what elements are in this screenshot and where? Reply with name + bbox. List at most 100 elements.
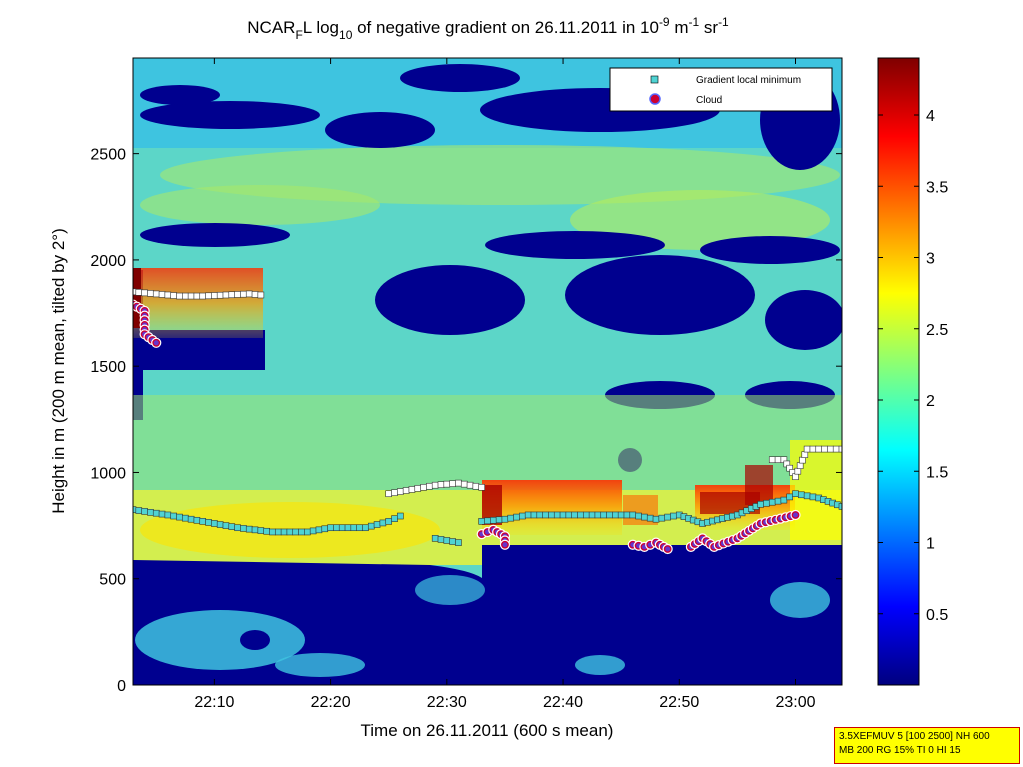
y-tick-label: 1000 — [90, 465, 126, 482]
gradient-minimum-marker — [408, 486, 416, 493]
gradient-minimum-marker — [455, 479, 462, 487]
gradient-minimum-marker — [391, 489, 398, 496]
cloud-marker-core — [665, 546, 671, 552]
y-tick-label: 500 — [99, 572, 126, 589]
gradient-minimum-marker — [612, 511, 619, 519]
legend-marker-gradient-minimum — [650, 75, 659, 84]
gradient-minimum-marker — [588, 511, 596, 519]
gradient-minimum-marker — [397, 488, 404, 495]
gradient-minimum-marker — [205, 292, 212, 300]
gradient-minimum-marker — [176, 292, 183, 300]
gradient-minimum-marker — [350, 524, 358, 532]
gradient-minimum-marker — [664, 513, 671, 521]
gradient-minimum-marker — [321, 525, 329, 533]
gradient-minimum-marker — [164, 291, 172, 299]
gradient-minimum-marker — [803, 445, 811, 453]
gradient-minimum-marker — [460, 480, 468, 488]
gradient-minimum-marker — [152, 290, 160, 298]
gradient-minimum-marker — [617, 511, 625, 519]
gradient-minimum-marker — [449, 538, 456, 545]
gradient-minimum-marker — [792, 490, 799, 498]
gradient-minimum-marker — [794, 467, 802, 475]
gradient-minimum-marker — [205, 519, 212, 526]
gradient-minimum-marker — [670, 512, 677, 520]
gradient-minimum-marker — [484, 517, 491, 525]
gradient-minimum-marker — [373, 521, 381, 528]
y-axis-label: Height in m (200 m mean, tilted by 2°) — [49, 228, 68, 514]
gradient-minimum-marker — [286, 528, 294, 536]
cloud-marker-core — [793, 512, 799, 518]
gradient-minimum-marker — [553, 511, 561, 519]
gradient-minimum-marker — [501, 515, 509, 523]
gradient-minimum-marker — [257, 527, 265, 534]
gradient-minimum-marker — [397, 512, 404, 520]
gradient-minimum-marker — [796, 462, 804, 469]
gradient-minimum-marker — [786, 493, 793, 501]
gradient-minimum-marker — [768, 498, 776, 506]
legend-label-gradient-minimum: Gradient local minimum — [696, 75, 801, 86]
gradient-minimum-marker — [792, 473, 799, 481]
gradient-minimum-marker — [391, 515, 398, 522]
gradient-minimum-marker — [164, 511, 172, 519]
gradient-minimum-marker — [135, 507, 143, 514]
colorbar-tick-label: 4 — [926, 108, 935, 125]
gradient-minimum-marker — [472, 482, 480, 490]
gradient-minimum-marker — [251, 291, 259, 298]
gradient-minimum-marker — [141, 289, 148, 297]
gradient-minimum-marker — [147, 509, 154, 516]
gradient-minimum-marker — [437, 481, 445, 488]
series-layer — [133, 288, 842, 555]
gradient-minimum-marker — [798, 491, 805, 499]
info-line-2: MB 200 RG 15% TI 0 HI 15 — [839, 745, 961, 756]
gradient-minimum-marker — [158, 291, 166, 298]
gradient-minimum-marker — [600, 511, 608, 519]
gradient-minimum-marker — [402, 487, 410, 494]
gradient-minimum-marker — [379, 519, 387, 527]
gradient-minimum-marker — [495, 516, 503, 524]
gradient-minimum-marker — [832, 445, 840, 453]
gradient-minimum-marker — [292, 528, 300, 536]
gradient-minimum-marker — [774, 456, 782, 464]
info-line-1: 3.5XEFMUV 5 [100 2500] NH 600 — [839, 731, 990, 742]
gradient-minimum-marker — [646, 514, 654, 522]
gradient-minimum-marker — [635, 512, 642, 520]
x-tick-label: 23:00 — [775, 694, 815, 711]
colorbar-tick-label: 3.5 — [926, 179, 948, 196]
gradient-minimum-marker — [629, 511, 637, 519]
y-tick-label: 0 — [117, 678, 126, 695]
gradient-minimum-marker — [838, 445, 842, 453]
gradient-minimum-marker — [449, 480, 456, 487]
gradient-minimum-marker — [182, 292, 189, 300]
heatmap — [133, 58, 842, 685]
gradient-minimum-marker — [559, 511, 567, 519]
gradient-minimum-marker — [135, 289, 143, 296]
colorbar-tick-label: 0.5 — [926, 607, 948, 624]
colorbar-axis: 0.5 1 1.5 2 2.5 3 3.5 4 — [878, 108, 948, 624]
gradient-minimum-marker — [536, 511, 544, 519]
gradient-minimum-marker — [240, 525, 247, 532]
gradient-minimum-marker — [524, 511, 532, 519]
gradient-minimum-marker — [582, 511, 590, 519]
gradient-minimum-marker — [234, 291, 241, 298]
gradient-minimum-marker — [344, 524, 352, 532]
gradient-minimum-marker — [548, 511, 555, 519]
gradient-minimum-marker — [362, 524, 369, 532]
gradient-minimum-marker — [222, 291, 230, 299]
gradient-minimum-marker — [641, 513, 648, 521]
colorbar-tick-label: 1.5 — [926, 464, 948, 481]
gradient-minimum-marker — [228, 291, 236, 299]
x-tick-label: 22:50 — [659, 694, 699, 711]
colorbar — [877, 57, 920, 686]
gradient-minimum-marker — [234, 524, 241, 532]
gradient-minimum-marker — [594, 511, 602, 519]
gradient-minimum-marker — [298, 528, 305, 536]
gradient-minimum-marker — [333, 524, 340, 532]
gradient-minimum-marker — [193, 516, 201, 524]
gradient-minimum-marker — [199, 518, 207, 525]
colorbar-tick-label: 2 — [926, 393, 935, 410]
gradient-minimum-marker — [170, 292, 177, 299]
gradient-minimum-marker — [809, 445, 817, 453]
gradient-minimum-marker — [245, 525, 253, 533]
y-tick-label: 2000 — [90, 253, 126, 270]
